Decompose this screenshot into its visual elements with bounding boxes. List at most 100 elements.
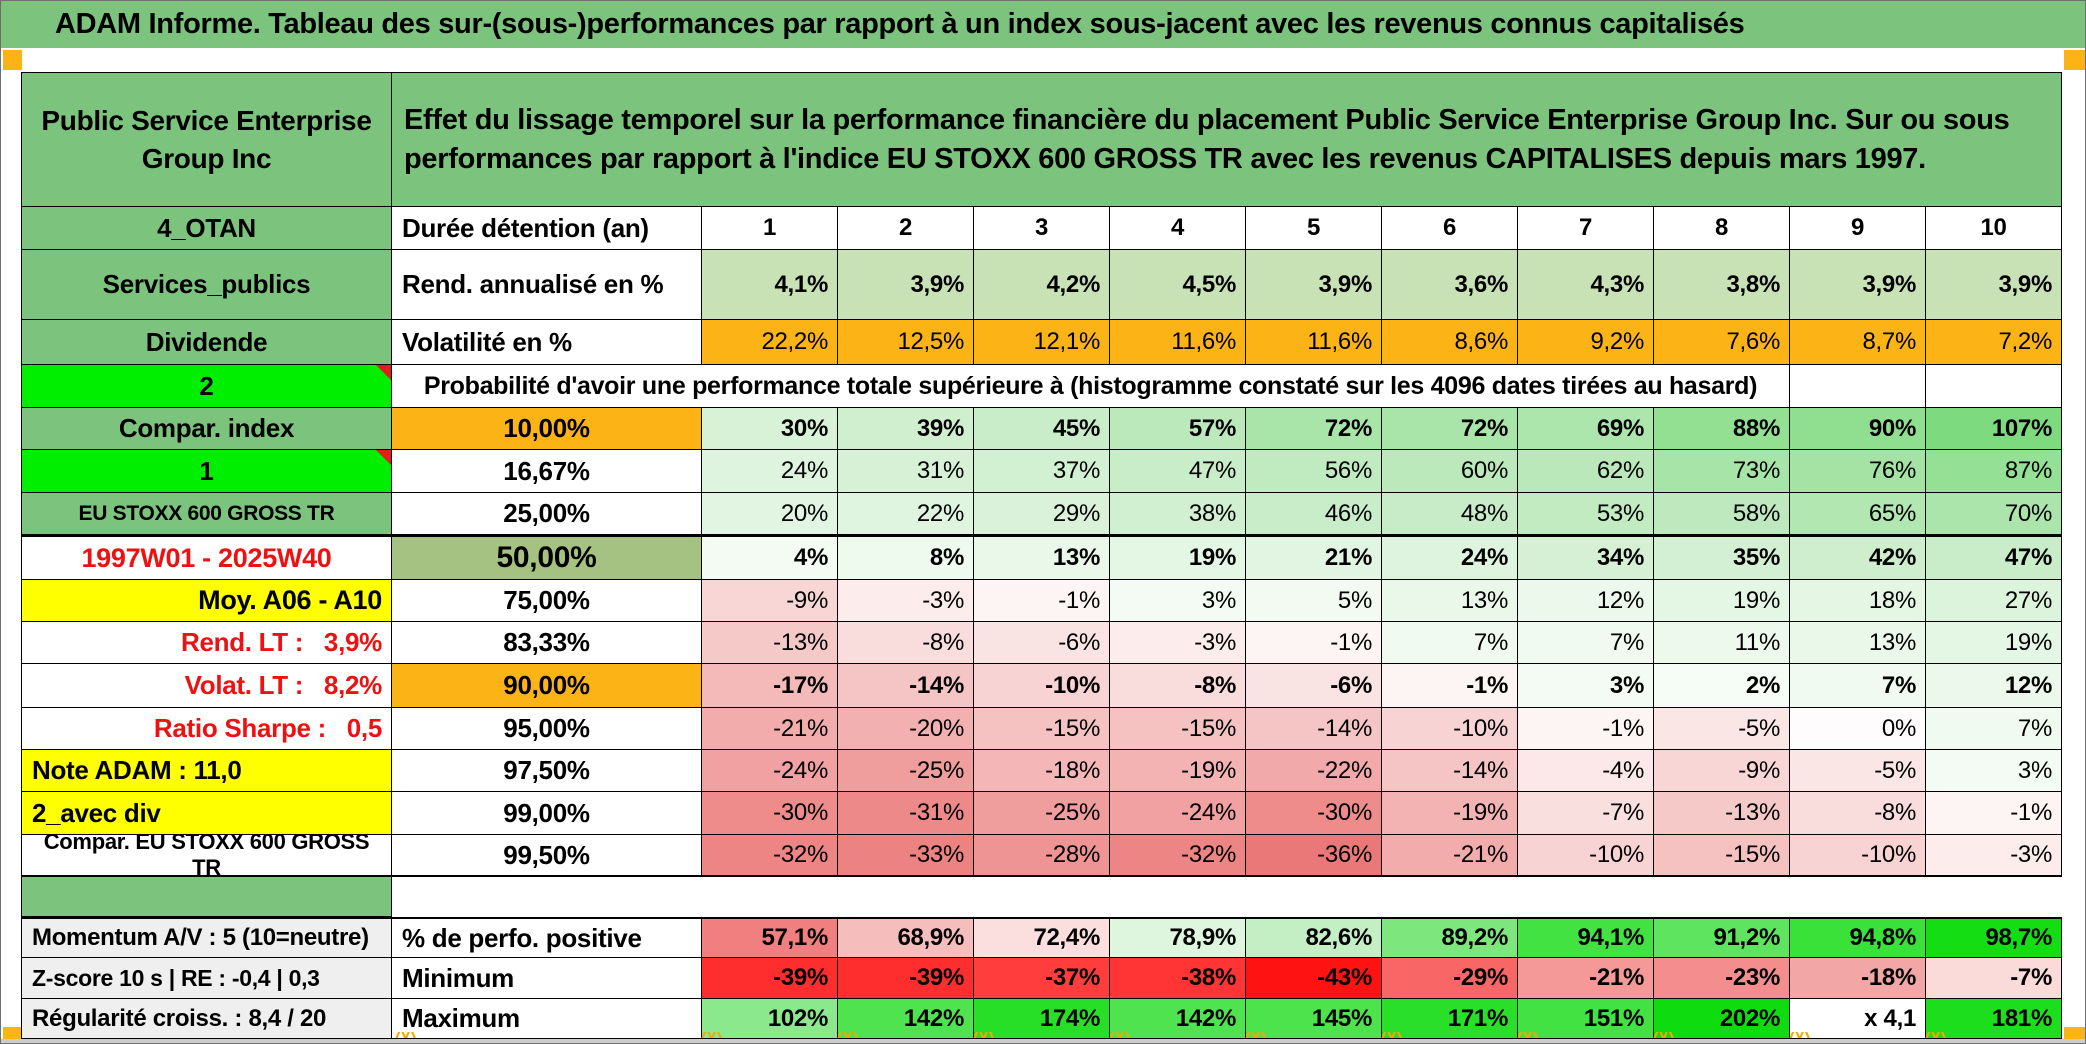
value-cell[interactable]: 70% <box>1926 493 2062 535</box>
value-cell[interactable]: -5% <box>1654 708 1790 750</box>
value-cell[interactable]: 11,6% <box>1246 320 1382 365</box>
metric-label-cell[interactable]: 95,00% <box>392 708 702 750</box>
value-cell[interactable]: 10 <box>1926 207 2062 250</box>
value-cell[interactable]: -10% <box>1382 708 1518 750</box>
value-cell[interactable]: -15% <box>974 708 1110 750</box>
value-cell[interactable]: 8 <box>1654 207 1790 250</box>
value-cell[interactable]: 94,1% <box>1518 917 1654 958</box>
value-cell[interactable]: 19% <box>1926 622 2062 664</box>
metric-label-cell[interactable]: 10,00% <box>392 408 702 450</box>
value-cell[interactable]: 8% <box>838 535 974 580</box>
value-cell[interactable]: 9,2% <box>1518 320 1654 365</box>
value-cell[interactable]: -15% <box>1654 835 1790 877</box>
value-cell[interactable]: 19% <box>1654 580 1790 622</box>
value-cell[interactable]: 8,6% <box>1382 320 1518 365</box>
value-cell[interactable]: -10% <box>974 664 1110 708</box>
value-cell[interactable]: 11% <box>1654 622 1790 664</box>
value-cell[interactable]: -19% <box>1110 750 1246 792</box>
value-cell[interactable]: 20% <box>702 493 838 535</box>
metric-label-cell[interactable]: Maximum <box>392 999 702 1039</box>
metric-label-cell[interactable]: 99,00% <box>392 792 702 835</box>
value-cell[interactable]: 3% <box>1110 580 1246 622</box>
value-cell[interactable]: 58% <box>1654 493 1790 535</box>
value-cell[interactable]: -3% <box>1926 835 2062 877</box>
row-label-cell[interactable]: EU STOXX 600 GROSS TR <box>22 493 392 535</box>
value-cell[interactable]: -6% <box>1246 664 1382 708</box>
value-cell[interactable]: 29% <box>974 493 1110 535</box>
value-cell[interactable]: -39% <box>702 958 838 999</box>
metric-label-cell[interactable]: 25,00% <box>392 493 702 535</box>
value-cell[interactable]: 3 <box>974 207 1110 250</box>
row-label-cell[interactable]: 4_OTAN <box>22 207 392 250</box>
value-cell[interactable]: -29% <box>1382 958 1518 999</box>
value-cell[interactable]: 5 <box>1246 207 1382 250</box>
value-cell[interactable]: 47% <box>1110 450 1246 493</box>
empty-cell[interactable] <box>1790 365 1926 408</box>
value-cell[interactable]: 4,1% <box>702 250 838 320</box>
value-cell[interactable]: 42% <box>1790 535 1926 580</box>
value-cell[interactable]: 3,9% <box>1246 250 1382 320</box>
value-cell[interactable]: 98,7% <box>1926 917 2062 958</box>
value-cell[interactable]: 145% <box>1246 999 1382 1039</box>
value-cell[interactable]: -39% <box>838 958 974 999</box>
value-cell[interactable]: -9% <box>702 580 838 622</box>
description-cell[interactable]: Effet du lissage temporel sur la perform… <box>392 73 2062 207</box>
value-cell[interactable]: 171% <box>1382 999 1518 1039</box>
row-label-cell[interactable]: Compar. EU STOXX 600 GROSS TR <box>22 835 392 877</box>
value-cell[interactable]: 7% <box>1382 622 1518 664</box>
value-cell[interactable]: 78,9% <box>1110 917 1246 958</box>
probability-header-cell[interactable]: Probabilité d'avoir une performance tota… <box>392 365 1790 408</box>
value-cell[interactable]: 9 <box>1790 207 1926 250</box>
value-cell[interactable]: -1% <box>1246 622 1382 664</box>
value-cell[interactable]: 76% <box>1790 450 1926 493</box>
metric-label-cell[interactable]: 83,33% <box>392 622 702 664</box>
value-cell[interactable]: 21% <box>1246 535 1382 580</box>
value-cell[interactable]: -13% <box>702 622 838 664</box>
value-cell[interactable]: 46% <box>1246 493 1382 535</box>
value-cell[interactable]: 2 <box>838 207 974 250</box>
value-cell[interactable]: 30% <box>702 408 838 450</box>
value-cell[interactable]: 39% <box>838 408 974 450</box>
value-cell[interactable]: 24% <box>1382 535 1518 580</box>
value-cell[interactable]: 73% <box>1654 450 1790 493</box>
value-cell[interactable]: -38% <box>1110 958 1246 999</box>
value-cell[interactable]: -31% <box>838 792 974 835</box>
value-cell[interactable]: 7,6% <box>1654 320 1790 365</box>
empty-cell[interactable] <box>1926 365 2062 408</box>
value-cell[interactable]: -30% <box>702 792 838 835</box>
value-cell[interactable]: 31% <box>838 450 974 493</box>
value-cell[interactable]: 202% <box>1654 999 1790 1039</box>
value-cell[interactable]: 24% <box>702 450 838 493</box>
value-cell[interactable]: -28% <box>974 835 1110 877</box>
value-cell[interactable]: -21% <box>1382 835 1518 877</box>
value-cell[interactable]: x 4,1 <box>1790 999 1926 1039</box>
value-cell[interactable]: 68,9% <box>838 917 974 958</box>
value-cell[interactable]: -1% <box>1382 664 1518 708</box>
value-cell[interactable]: 174% <box>974 999 1110 1039</box>
value-cell[interactable]: -9% <box>1654 750 1790 792</box>
metric-label-cell[interactable]: Volatilité en % <box>392 320 702 365</box>
value-cell[interactable]: 13% <box>1382 580 1518 622</box>
row-label-cell[interactable]: 2_avec div <box>22 792 392 835</box>
value-cell[interactable]: 48% <box>1382 493 1518 535</box>
value-cell[interactable]: 12,5% <box>838 320 974 365</box>
value-cell[interactable]: -25% <box>974 792 1110 835</box>
value-cell[interactable]: -32% <box>1110 835 1246 877</box>
value-cell[interactable]: -8% <box>1110 664 1246 708</box>
value-cell[interactable]: 34% <box>1518 535 1654 580</box>
value-cell[interactable]: 4,2% <box>974 250 1110 320</box>
row-label-cell[interactable]: Moy. A06 - A10 <box>22 580 392 622</box>
row-label-cell[interactable]: Compar. index <box>22 408 392 450</box>
value-cell[interactable]: -7% <box>1926 958 2062 999</box>
metric-label-cell[interactable]: 50,00% <box>392 535 702 580</box>
value-cell[interactable]: 3,9% <box>838 250 974 320</box>
value-cell[interactable]: 72,4% <box>974 917 1110 958</box>
value-cell[interactable]: -17% <box>702 664 838 708</box>
value-cell[interactable]: -13% <box>1654 792 1790 835</box>
row-label-cell[interactable]: Services_publics <box>22 250 392 320</box>
value-cell[interactable]: -10% <box>1518 835 1654 877</box>
value-cell[interactable]: 102% <box>702 999 838 1039</box>
value-cell[interactable]: 57,1% <box>702 917 838 958</box>
value-cell[interactable]: -1% <box>1518 708 1654 750</box>
row-label-cell[interactable]: 1997W01 - 2025W40 <box>22 535 392 580</box>
